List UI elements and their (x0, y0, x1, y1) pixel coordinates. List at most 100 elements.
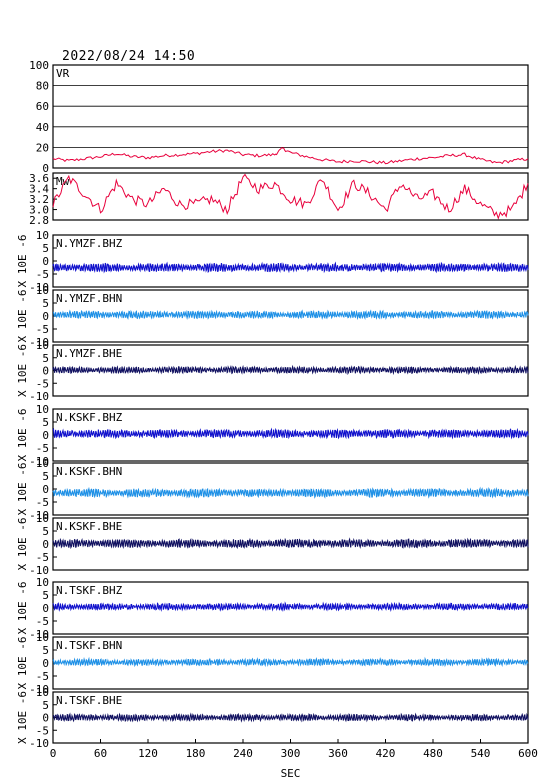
xtick-label: 240 (233, 747, 253, 760)
ytick-label-n-ymzf-bhn: 5 (42, 297, 49, 310)
ytick-label-mw: 3.0 (29, 204, 49, 217)
panel-label-n-kskf-bhn: N.KSKF.BHN (56, 465, 122, 478)
series-line-n-ymzf-bhz (52, 261, 529, 274)
ytick-label-n-ymzf-bhz: 5 (42, 242, 49, 255)
panel-label-n-kskf-bhe: N.KSKF.BHE (56, 520, 122, 533)
ytick-label-n-kskf-bhe: 5 (42, 525, 49, 538)
ytick-label-n-tskf-bhn: 5 (42, 644, 49, 657)
ytick-label-n-tskf-bhn: -5 (36, 670, 49, 683)
ytick-label-n-ymzf-bhn: -5 (36, 323, 49, 336)
unit-label-n-tskf-bhe: X 10E -6 (16, 691, 29, 744)
ytick-label-n-kskf-bhz: -5 (36, 442, 49, 455)
ytick-label-n-kskf-bhn: -5 (36, 496, 49, 509)
series-line-n-kskf-bhz (52, 427, 529, 440)
ytick-label-n-kskf-bhn: -10 (29, 509, 49, 522)
ytick-label-n-tskf-bhn: -10 (29, 683, 49, 696)
ytick-label-n-tskf-bhn: 10 (36, 631, 49, 644)
ytick-label-vr: 20 (36, 141, 49, 154)
series-line-n-ymzf-bhe (52, 364, 529, 376)
ytick-label-mw: 2.8 (29, 214, 49, 227)
ytick-label-n-kskf-bhz: 5 (42, 416, 49, 429)
ytick-label-n-ymzf-bhz: -10 (29, 281, 49, 294)
unit-label-n-kskf-bhz: X 10E -6 (16, 409, 29, 462)
ytick-label-mw: 3.6 (29, 172, 49, 185)
panel-label-vr: VR (56, 67, 70, 80)
ytick-label-n-tskf-bhe: 10 (36, 686, 49, 699)
ytick-label-n-ymzf-bhe: -5 (36, 377, 49, 390)
panel-label-n-ymzf-bhn: N.YMZF.BHN (56, 292, 122, 305)
panel-label-mw: Mw (56, 175, 70, 188)
ytick-label-n-tskf-bhe: -5 (36, 724, 49, 737)
datetime-header: 2022/08/24 14:50 (62, 49, 196, 64)
ytick-label-n-kskf-bhz: -10 (29, 455, 49, 468)
ytick-label-vr: 0 (42, 162, 49, 175)
xtick-label: 60 (94, 747, 107, 760)
ytick-label-n-ymzf-bhe: 10 (36, 339, 49, 352)
ytick-label-n-tskf-bhz: 0 (42, 602, 49, 615)
series-line-n-kskf-bhn (52, 486, 529, 499)
ytick-label-n-tskf-bhz: 10 (36, 576, 49, 589)
xtick-label: 0 (50, 747, 57, 760)
ytick-label-mw: 3.2 (29, 193, 49, 206)
ytick-label-n-tskf-bhz: -10 (29, 628, 49, 641)
panel-frame-mw (52, 172, 529, 221)
panel-frame-n-kskf-bhn (52, 462, 529, 516)
series-line-vr (52, 147, 529, 165)
series-line-n-kskf-bhe (52, 537, 529, 550)
series-line-n-tskf-bhn (52, 656, 529, 668)
ytick-label-n-kskf-bhe: 10 (36, 512, 49, 525)
panel-label-n-ymzf-bhz: N.YMZF.BHZ (56, 237, 123, 250)
ytick-label-mw: 3.4 (29, 183, 49, 196)
ytick-label-n-ymzf-bhe: -10 (29, 390, 49, 403)
xtick-label: 120 (138, 747, 158, 760)
xtick-label: 600 (518, 747, 538, 760)
unit-label-n-tskf-bhz: X 10E -6 (16, 582, 29, 635)
xtick-label: 300 (281, 747, 301, 760)
panel-frame-n-ymzf-bhz (52, 234, 529, 288)
ytick-label-n-tskf-bhn: 0 (42, 657, 49, 670)
ytick-label-n-kskf-bhe: 0 (42, 538, 49, 551)
ytick-label-n-kskf-bhn: 5 (42, 470, 49, 483)
ytick-label-n-tskf-bhz: -5 (36, 615, 49, 628)
xtick-label: 420 (376, 747, 396, 760)
ytick-label-n-ymzf-bhz: -5 (36, 268, 49, 281)
x-axis-label: SEC (281, 767, 301, 780)
xtick-label: 360 (328, 747, 348, 760)
ytick-label-n-kskf-bhe: -5 (36, 551, 49, 564)
ytick-label-vr: 40 (36, 121, 49, 134)
ytick-label-n-ymzf-bhe: 0 (42, 365, 49, 378)
ytick-label-vr: 60 (36, 100, 49, 113)
panel-label-n-ymzf-bhe: N.YMZF.BHE (56, 347, 122, 360)
ytick-label-n-ymzf-bhz: 10 (36, 229, 49, 242)
series-line-n-tskf-bhz (52, 601, 529, 612)
xtick-label: 180 (186, 747, 206, 760)
unit-label-n-kskf-bhe: X 10E -6 (16, 518, 29, 571)
ytick-label-n-tskf-bhe: 0 (42, 712, 49, 725)
ytick-label-n-tskf-bhe: 5 (42, 699, 49, 712)
ytick-label-n-ymzf-bhn: 0 (42, 310, 49, 323)
ytick-label-n-ymzf-bhz: 0 (42, 255, 49, 268)
xtick-label: 480 (423, 747, 443, 760)
ytick-label-n-kskf-bhe: -10 (29, 564, 49, 577)
panel-label-n-tskf-bhn: N.TSKF.BHN (56, 639, 122, 652)
ytick-label-vr: 100 (29, 59, 49, 72)
ytick-label-n-ymzf-bhn: -10 (29, 336, 49, 349)
panel-label-n-kskf-bhz: N.KSKF.BHZ (56, 411, 123, 424)
unit-label-n-ymzf-bhe: X 10E -6 (16, 344, 29, 397)
unit-label-n-ymzf-bhz: X 10E -6 (16, 235, 29, 288)
panel-label-n-tskf-bhz: N.TSKF.BHZ (56, 584, 123, 597)
panel-label-n-tskf-bhe: N.TSKF.BHE (56, 694, 122, 707)
unit-label-n-tskf-bhn: X 10E -6 (16, 637, 29, 690)
unit-label-n-ymzf-bhn: X 10E -6 (16, 290, 29, 343)
series-line-n-ymzf-bhn (52, 309, 529, 321)
ytick-label-n-kskf-bhz: 10 (36, 403, 49, 416)
xtick-label: 540 (471, 747, 491, 760)
ytick-label-n-ymzf-bhe: 5 (42, 352, 49, 365)
ytick-label-n-kskf-bhz: 0 (42, 429, 49, 442)
unit-label-n-kskf-bhn: X 10E -6 (16, 463, 29, 516)
ytick-label-n-kskf-bhn: 10 (36, 457, 49, 470)
ytick-label-n-tskf-bhz: 5 (42, 589, 49, 602)
series-line-mw (52, 173, 529, 220)
ytick-label-n-kskf-bhn: 0 (42, 483, 49, 496)
